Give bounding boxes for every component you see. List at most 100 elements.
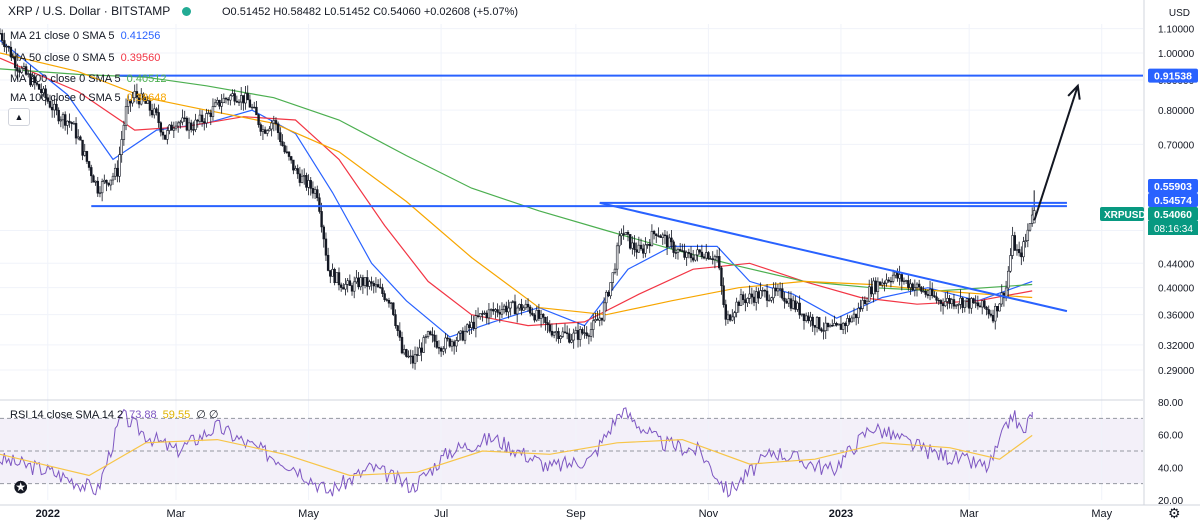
candle-body bbox=[568, 333, 571, 343]
legend-ma50[interactable]: MA 50 close 0 SMA 5 0.39560 bbox=[10, 52, 160, 64]
candle-body bbox=[633, 242, 636, 250]
candle-body bbox=[594, 319, 597, 322]
candle-body bbox=[685, 252, 688, 258]
candle-body bbox=[455, 340, 458, 347]
candle-body bbox=[804, 315, 808, 321]
arrow-shaft[interactable] bbox=[1033, 85, 1079, 221]
candle-body bbox=[635, 249, 638, 253]
trendline[interactable] bbox=[599, 201, 1068, 313]
candle-body bbox=[868, 286, 871, 302]
candle-body bbox=[261, 129, 265, 132]
candle-body bbox=[663, 234, 667, 237]
candle-body bbox=[57, 109, 60, 122]
candle-body bbox=[416, 354, 419, 356]
legend-label: MA 100 close 0 SMA 5 bbox=[10, 92, 121, 104]
candle-body bbox=[350, 285, 354, 292]
candle-body bbox=[385, 299, 388, 301]
candle-body bbox=[292, 159, 295, 171]
candle-body bbox=[515, 307, 519, 315]
candle-body bbox=[774, 287, 777, 292]
candle-body bbox=[550, 330, 554, 336]
candle-body bbox=[109, 179, 113, 186]
candle-body bbox=[737, 301, 741, 306]
candle-body bbox=[859, 307, 862, 310]
candle-body bbox=[526, 303, 530, 308]
currency-selector[interactable]: USD bbox=[1168, 8, 1190, 19]
candle-body bbox=[744, 299, 747, 304]
candle-body bbox=[707, 252, 710, 260]
candle-body bbox=[583, 332, 586, 334]
candle-body bbox=[9, 46, 13, 58]
candle-body bbox=[283, 145, 286, 153]
candle-body bbox=[409, 355, 412, 358]
legend-ma100[interactable]: MA 100 close 0 SMA 5 0.38648 bbox=[10, 92, 166, 104]
candle-body bbox=[294, 168, 297, 171]
candle-body bbox=[559, 336, 562, 340]
candle-body bbox=[363, 277, 367, 286]
legend-value: 0.41256 bbox=[120, 30, 161, 42]
candle-body bbox=[570, 339, 573, 343]
rsi-tick-label: 60.00 bbox=[1158, 431, 1183, 442]
candle-body bbox=[628, 234, 632, 249]
candle-body bbox=[161, 131, 165, 136]
candle-body bbox=[329, 270, 332, 277]
candle-body bbox=[359, 277, 362, 288]
candle-body bbox=[715, 256, 719, 258]
legend-rsi[interactable]: RSI 14 close SMA 14 2 73.88 59.55 ∅ ∅ bbox=[10, 408, 218, 421]
candle-body bbox=[498, 312, 501, 315]
candle-body bbox=[1026, 229, 1030, 241]
candle-body bbox=[105, 179, 108, 184]
candle-body bbox=[94, 180, 97, 183]
symbol-tag-label: XRPUSD bbox=[1104, 210, 1146, 221]
countdown-tag bbox=[1148, 221, 1198, 235]
legend-ma200[interactable]: MA 200 close 0 SMA 5 0.40512 bbox=[10, 73, 166, 85]
gear-icon[interactable]: ⚙ bbox=[1168, 505, 1181, 521]
collapse-legend-button[interactable]: ▲ bbox=[8, 108, 30, 126]
candle-body bbox=[483, 312, 486, 315]
candle-body bbox=[631, 242, 634, 249]
candle-body bbox=[546, 322, 549, 326]
candle-body bbox=[318, 197, 321, 212]
candle-body bbox=[861, 299, 864, 309]
moving-average-line bbox=[0, 52, 1033, 316]
candle-body bbox=[266, 130, 269, 134]
candle-body bbox=[135, 91, 139, 98]
candle-body bbox=[920, 286, 923, 292]
candle-body bbox=[815, 317, 819, 328]
candle-body bbox=[1028, 223, 1032, 231]
candle-body bbox=[374, 284, 378, 287]
candle-body bbox=[857, 307, 860, 319]
candle-body bbox=[887, 279, 890, 282]
candle-body bbox=[309, 180, 312, 189]
candle-body bbox=[691, 257, 695, 261]
candle-body bbox=[307, 180, 310, 188]
rsi-sma-line bbox=[0, 434, 1033, 477]
x-tick-label: Mar bbox=[167, 508, 186, 520]
candle-body bbox=[913, 287, 917, 291]
candle-body bbox=[994, 306, 997, 322]
x-tick-label: 2022 bbox=[36, 508, 60, 520]
candle-body bbox=[29, 73, 32, 86]
candle-body bbox=[889, 280, 893, 283]
candle-body bbox=[235, 100, 239, 103]
candle-body bbox=[129, 99, 132, 104]
candle-body bbox=[122, 124, 126, 140]
candle-body bbox=[807, 315, 810, 322]
candle-body bbox=[831, 324, 834, 327]
candle-body bbox=[665, 235, 669, 248]
candle-body bbox=[687, 252, 691, 254]
candle-body bbox=[92, 175, 95, 183]
candle-body bbox=[776, 288, 780, 292]
candle-body bbox=[552, 332, 556, 336]
candle-body bbox=[459, 330, 462, 334]
arrow-head bbox=[1067, 83, 1081, 100]
legend-label: MA 21 close 0 SMA 5 bbox=[10, 30, 115, 42]
candle-body bbox=[476, 315, 480, 318]
legend-ma21[interactable]: MA 21 close 0 SMA 5 0.41256 bbox=[10, 30, 160, 42]
candle-body bbox=[279, 132, 282, 143]
candle-body bbox=[513, 301, 517, 315]
candle-body bbox=[394, 314, 397, 326]
candle-body bbox=[974, 302, 977, 304]
candle-body bbox=[181, 117, 184, 123]
